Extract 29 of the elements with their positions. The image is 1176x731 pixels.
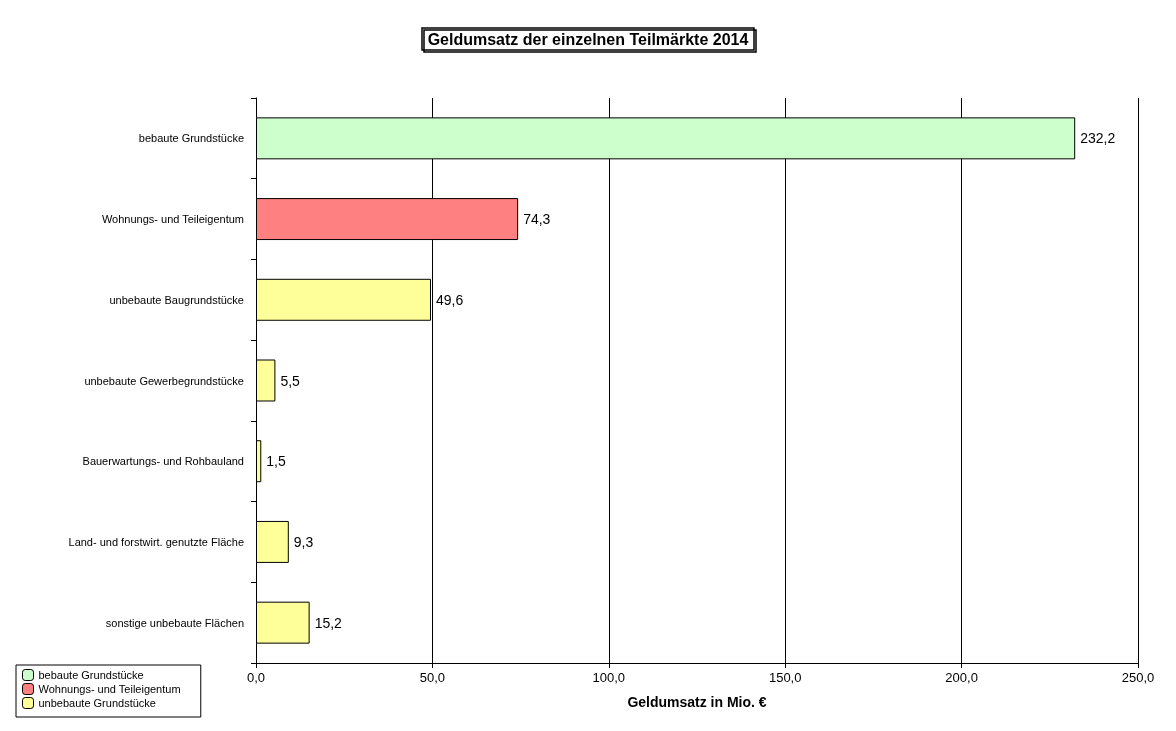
- y-tick-label: Wohnungs- und Teileigentum: [101, 213, 244, 226]
- x-tick-label: 250,0: [1121, 670, 1155, 685]
- data-label: 9,3: [293, 533, 314, 550]
- x-tick-label: 50,0: [419, 670, 446, 685]
- y-tick-label: unbebaute Gewerbegrundstücke: [84, 374, 244, 387]
- bar: [256, 359, 276, 402]
- data-label: 74,3: [523, 211, 551, 228]
- bar: [256, 601, 310, 644]
- x-tick-label: 100,0: [592, 670, 626, 685]
- x-tick-label: 150,0: [768, 670, 802, 685]
- data-label: 5,5: [280, 372, 301, 389]
- x-tick-label: 200,0: [945, 670, 978, 685]
- bar: [256, 440, 262, 483]
- y-tick-label: sonstige unbebaute Flächen: [105, 616, 244, 629]
- bar: [256, 520, 289, 563]
- legend-label: bebaute Grundstücke: [38, 669, 144, 681]
- y-tick-label: Land- und forstwirt. genutzte Fläche: [68, 535, 244, 548]
- x-tick-label: 0,0: [246, 670, 266, 685]
- y-tick-label: bebaute Grundstücke: [138, 132, 244, 145]
- legend-label: Wohnungs- und Teileigentum: [38, 683, 181, 695]
- data-label: 15,2: [314, 614, 343, 631]
- data-label: 232,2: [1080, 130, 1116, 147]
- data-label: 1,5: [266, 453, 286, 470]
- x-axis-title: Geldumsatz in Mio. €: [627, 694, 767, 710]
- y-tick-label: Bauerwartungs- und Rohbauland: [82, 455, 244, 468]
- legend-label: unbebaute Grundstücke: [38, 697, 156, 709]
- data-label: 49,6: [435, 291, 464, 308]
- chart-title: Geldumsatz der einzelnen Teilmärkte 2014: [427, 30, 749, 48]
- y-tick-label: unbebaute Baugrundstücke: [109, 293, 244, 306]
